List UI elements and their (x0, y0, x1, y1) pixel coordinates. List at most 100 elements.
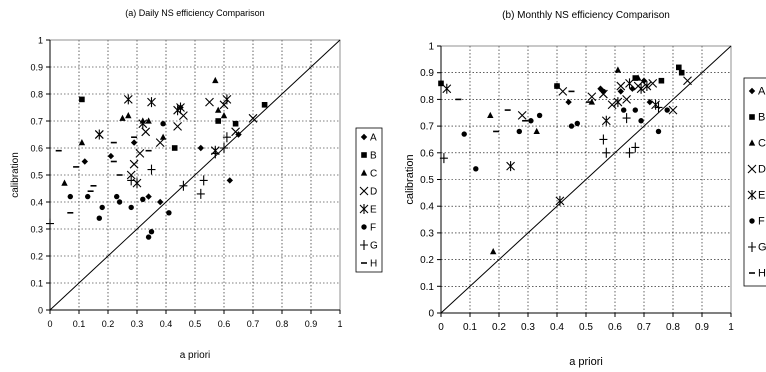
series-B (79, 96, 268, 151)
data-point (565, 98, 572, 106)
y-tick-label: 0.3 (30, 225, 43, 235)
data-point (145, 234, 152, 240)
y-tick-label: 0.4 (420, 202, 434, 213)
legend-box (355, 127, 383, 273)
data-point (125, 112, 132, 119)
data-point (199, 175, 208, 186)
x-tick-label: 0.2 (492, 322, 506, 333)
data-point (220, 143, 228, 153)
legend-label: H (758, 268, 766, 280)
data-point (655, 128, 662, 135)
data-point (635, 74, 642, 81)
data-point (533, 127, 540, 135)
data-point (473, 166, 479, 172)
data-point (215, 118, 221, 124)
x-tick-label: 0.4 (550, 322, 564, 333)
data-point (215, 106, 222, 113)
data-point (506, 161, 515, 172)
data-point (600, 88, 607, 95)
reference-line (440, 45, 732, 314)
data-point (61, 179, 68, 186)
data-point (138, 118, 148, 129)
legend-label: D (758, 164, 766, 176)
data-point (664, 107, 670, 113)
series-C (487, 66, 642, 255)
data-point (261, 102, 268, 108)
data-point (140, 196, 146, 202)
data-point (587, 92, 597, 102)
x-tick-label: 0.3 (521, 322, 535, 333)
legend-label: F (370, 223, 376, 234)
data-point (94, 129, 104, 140)
legend-marker (748, 87, 756, 95)
data-point (176, 102, 185, 113)
y-tick-label: 0.4 (30, 198, 43, 208)
data-point (81, 158, 88, 165)
data-point (99, 204, 105, 211)
data-point (129, 159, 139, 169)
x-tick-label: 1 (337, 319, 342, 329)
data-point (179, 180, 188, 191)
legend-marker (361, 152, 367, 158)
data-point (231, 127, 240, 137)
y-tick-label: 0 (38, 306, 43, 316)
legend-marker (747, 190, 757, 200)
data-point (226, 177, 233, 184)
data-point (116, 199, 123, 205)
data-point (438, 80, 444, 87)
y-tick-label: 0.5 (420, 175, 434, 186)
data-point (173, 122, 182, 131)
data-point (629, 85, 636, 92)
data-point (568, 123, 575, 129)
y-tick-label: 0.6 (30, 144, 43, 154)
chart-title: (a) Daily NS efficiency Comparison (125, 8, 264, 18)
y-axis-label: calibration (10, 152, 21, 198)
legend-label: F (758, 216, 765, 228)
data-point (96, 215, 103, 221)
series-D (94, 97, 258, 180)
legend-label: H (370, 259, 377, 270)
data-point (642, 81, 652, 92)
legend-label: G (758, 242, 766, 254)
data-point (631, 142, 640, 153)
data-point (517, 111, 527, 120)
data-point (148, 229, 155, 235)
reference-line (49, 39, 341, 311)
data-point (147, 164, 156, 175)
chart-panel-monthly: (b) Monthly NS efficiency Comparison 0 0.1… (404, 10, 766, 368)
y-axis-label: calibration (404, 154, 416, 204)
data-point (668, 105, 678, 115)
data-point (79, 96, 85, 103)
x-tick-label: 0.8 (276, 319, 289, 329)
data-point (147, 97, 156, 108)
legend-marker (359, 204, 369, 214)
series-H (455, 90, 592, 133)
data-point (222, 132, 231, 143)
x-axis-label: a priori (569, 356, 603, 368)
data-point (574, 120, 580, 127)
y-tick-label: 0.9 (30, 63, 43, 73)
data-point (646, 98, 653, 106)
series-H (55, 136, 152, 214)
y-tick-label: 0.1 (30, 279, 43, 289)
data-point (636, 83, 646, 94)
y-tick-label: 0.9 (420, 68, 434, 79)
data-point (676, 64, 682, 71)
series-E (94, 94, 232, 189)
data-point (625, 147, 634, 158)
series-F (67, 121, 172, 240)
data-point (516, 128, 522, 135)
legend-marker (359, 186, 369, 196)
x-tick-label: 0 (47, 319, 52, 329)
y-tick-label: 0.1 (420, 282, 434, 293)
x-tick-label: 0 (438, 322, 444, 333)
data-point (46, 218, 54, 229)
series-C (61, 76, 228, 186)
data-point (141, 127, 151, 137)
legend-label: C (758, 138, 766, 150)
x-tick-label: 0.6 (608, 322, 622, 333)
x-tick-label: 0.9 (305, 319, 318, 329)
data-point (196, 188, 205, 199)
